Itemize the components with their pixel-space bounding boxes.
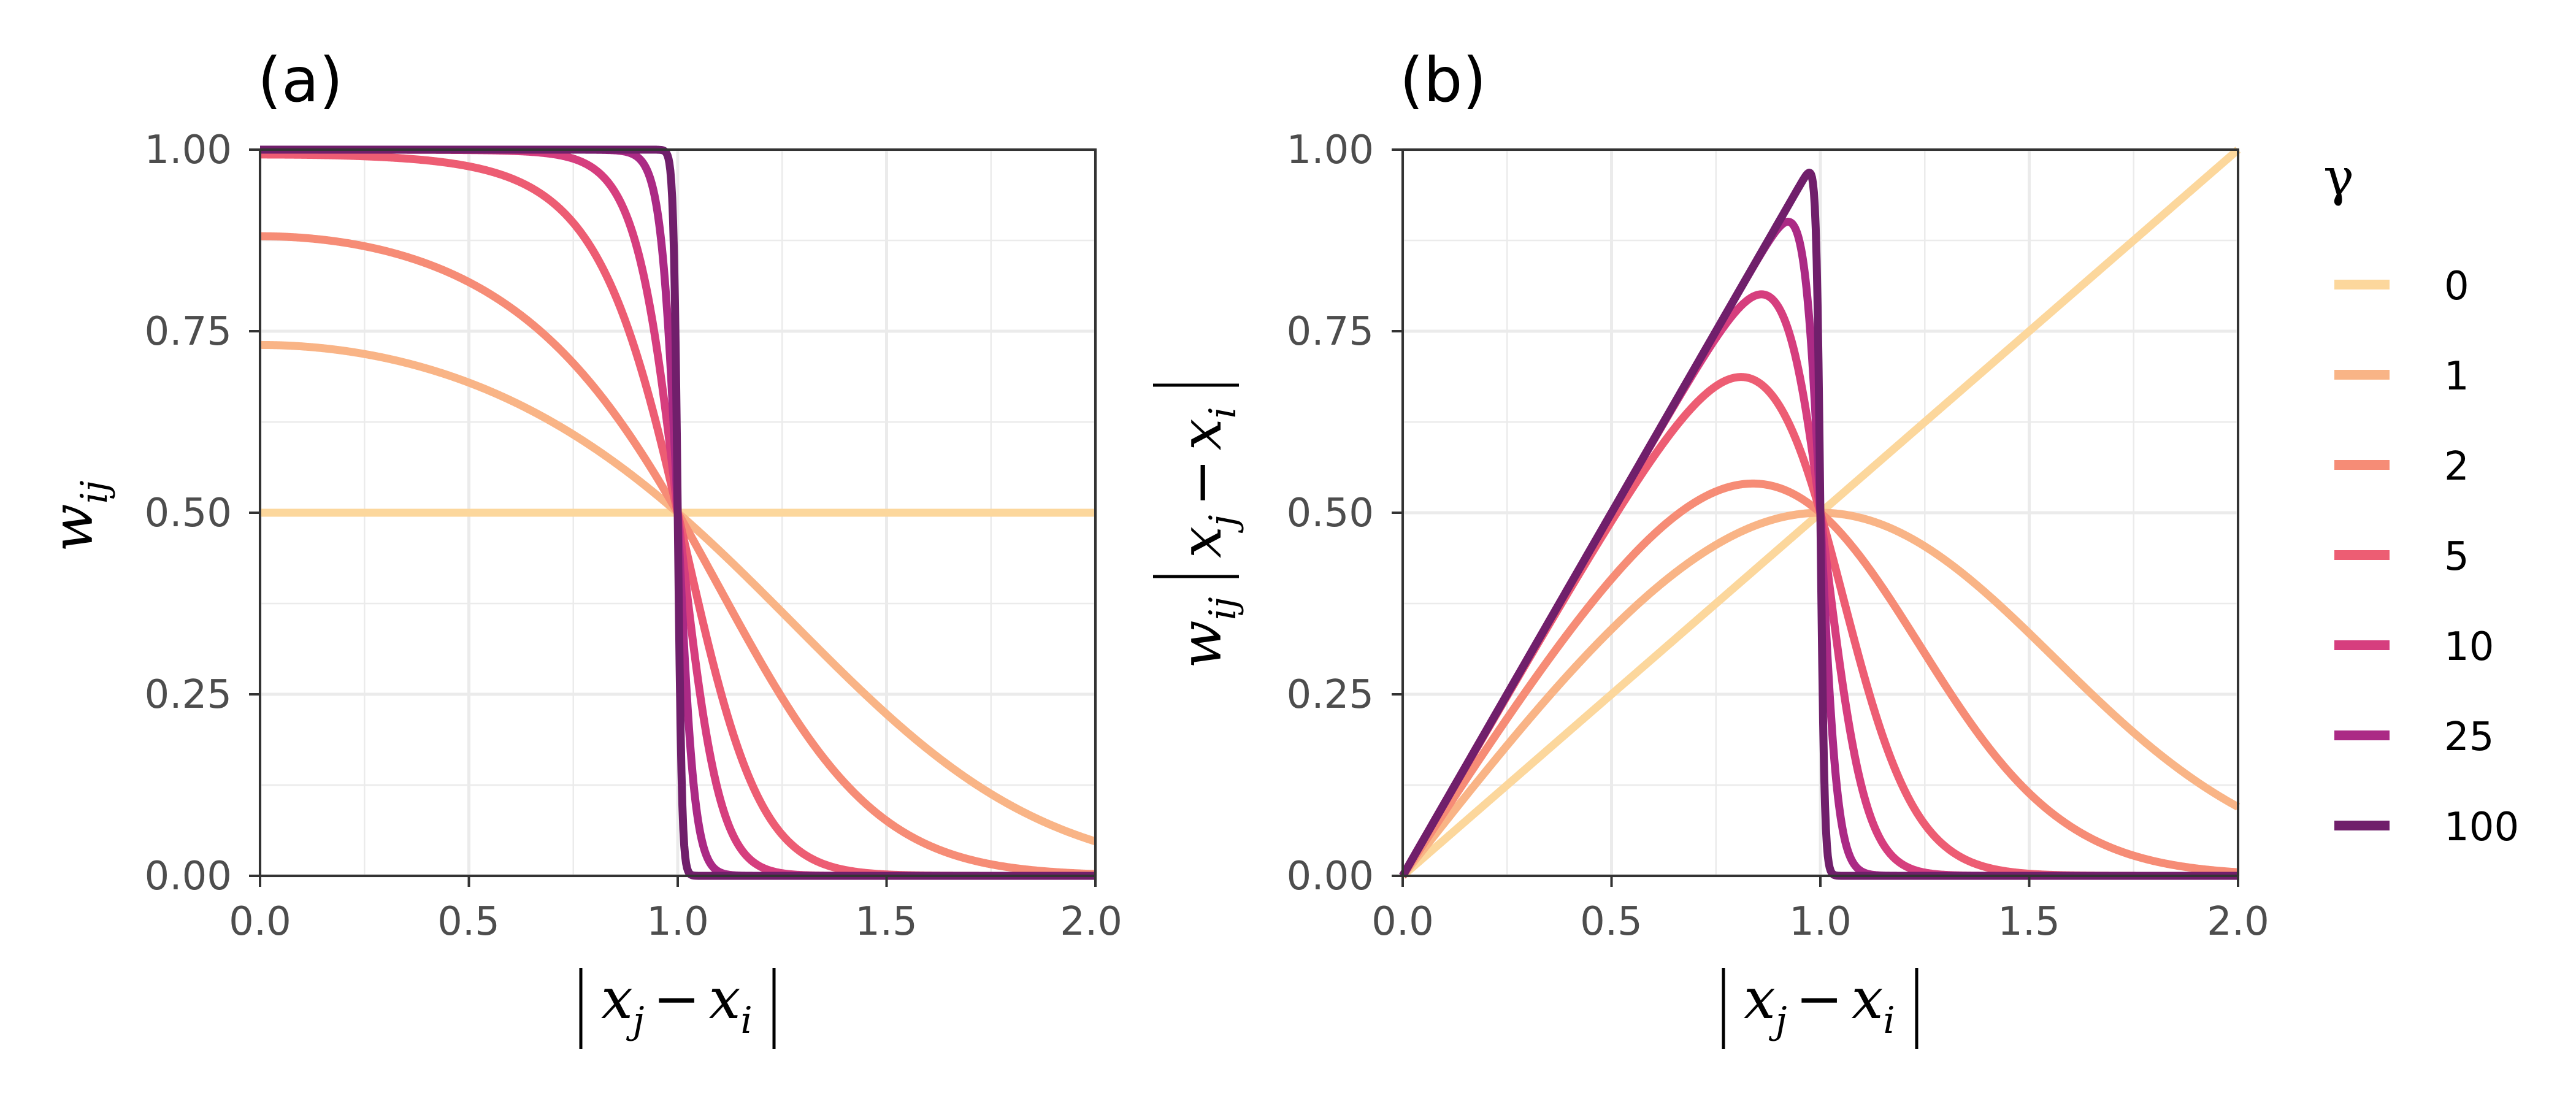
panel-b: (b) 0.00 0.25 0.50 0.75 1.00 0.0 0.5 1.0… [1153,44,2269,1049]
panel-b-xlabel: xj − xi [1722,966,1919,1049]
panel-b-label: (b) [1400,44,1487,116]
x-var: x [1852,966,1884,1032]
panel-b-xlabel-text: xj − xi [1744,966,1895,1042]
panel-a-ytick-label: 0.00 [145,854,232,899]
legend-label: 1 [2444,354,2469,399]
panel-b-ytick-label: 0.00 [1287,854,1374,899]
legend-label: 25 [2444,715,2494,760]
x-var: x [1168,419,1234,451]
panel-b-xtick-label: 1.5 [1998,899,2060,945]
minus-sign: − [1796,966,1843,1032]
w-var: w [40,504,105,552]
panel-b-xtick-label: 0.5 [1580,899,1643,945]
panel-a-ytick-label: 0.75 [145,309,232,355]
panel-a-label: (a) [258,44,343,116]
subscript-i: i [1202,407,1244,418]
panel-b-xtick-label: 2.0 [2207,899,2269,945]
panel-a-ytick-label: 1.00 [145,128,232,173]
legend-keys [2334,280,2390,830]
minus-sign: − [653,966,700,1032]
panel-a-ytick-label: 0.25 [145,672,232,718]
panel-a-xtick-label: 1.0 [646,899,709,945]
panel-b-ytick-label: 0.50 [1287,491,1374,536]
legend-label: 10 [2444,624,2494,670]
panel-b-ticks [1392,148,2239,887]
panel-b-ylabel: wij xj−xi [1153,383,1244,669]
subscript-i: i [740,999,752,1042]
subscript-ij: ij [1202,597,1244,620]
legend-label: 2 [2444,444,2469,489]
panel-a-xtick-label: 2.0 [1060,899,1122,945]
x-var: x [1168,526,1234,558]
panel-a-ylabel: wij [40,480,116,552]
legend-label: 0 [2444,264,2469,309]
subscript-ij: ij [73,480,116,504]
panel-a-ticks [249,148,1097,887]
subscript-i: i [1883,999,1895,1042]
x-var: x [709,966,741,1032]
x-var: x [1744,966,1776,1032]
legend-label: 5 [2444,534,2469,580]
panel-a-xlabel: xj − xi [579,966,776,1049]
panel-a-xlabel-text: xj − xi [601,966,753,1042]
minus-sign: − [1168,459,1234,506]
legend: γ 0 1 2 5 10 25 100 [2323,147,2519,850]
panel-b-ytick-label: 0.25 [1287,672,1374,718]
w-var: w [1168,620,1234,669]
panel-b-xtick-label: 0.0 [1371,899,1434,945]
legend-title: γ [2323,147,2354,207]
panel-b-ytick-label: 0.75 [1287,309,1374,355]
panel-a-xtick-label: 0.5 [437,899,500,945]
panel-b-xtick-label: 1.0 [1789,899,1852,945]
legend-label: 100 [2444,805,2519,850]
panel-a-ytick-label: 0.50 [145,491,232,536]
panel-b-ylabel-w: wij [1168,597,1244,669]
panel-a-xtick-label: 1.5 [855,899,918,945]
panel-a-xtick-label: 0.0 [229,899,291,945]
x-var: x [601,966,633,1032]
panel-b-ylabel-abs: xj−xi [1168,407,1244,558]
panel-b-ytick-label: 1.00 [1287,128,1374,173]
panel-a: (a) 0.00 0.25 0.50 0.75 1.00 0.0 0.5 1.0… [40,44,1122,1049]
